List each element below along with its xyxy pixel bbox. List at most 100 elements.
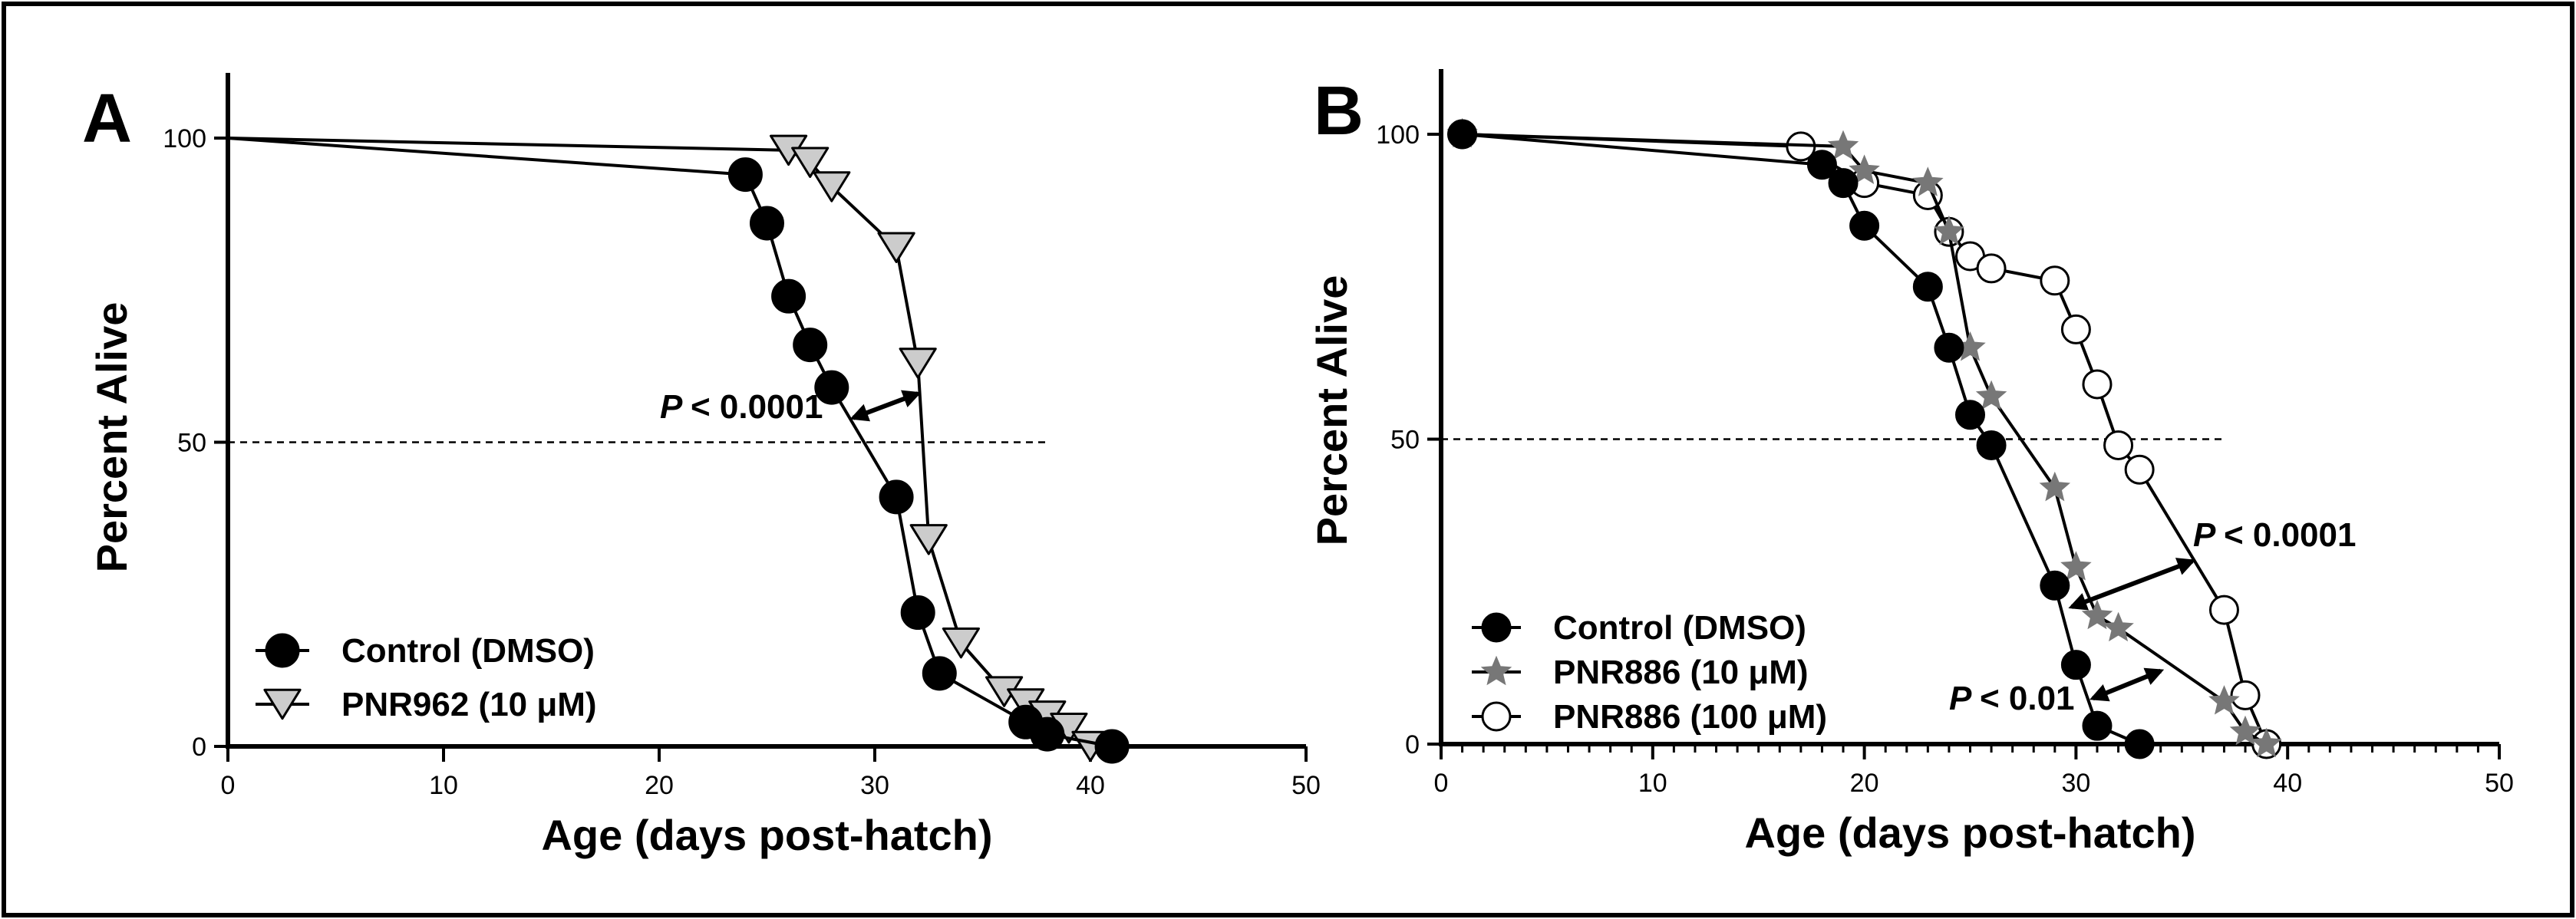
y-tick-label: 100 bbox=[1376, 120, 1420, 150]
legend-label: PNR962 (10 μM) bbox=[341, 686, 597, 723]
data-point bbox=[791, 147, 830, 178]
p-value-text: < 0.0001 bbox=[2224, 516, 2357, 554]
data-point bbox=[2124, 729, 2155, 759]
data-point bbox=[793, 328, 828, 363]
p-value-text: < 0.01 bbox=[1980, 680, 2075, 717]
data-point bbox=[1934, 332, 1964, 363]
p-value-annotation: P < 0.0001 bbox=[2193, 516, 2356, 554]
data-point bbox=[899, 348, 937, 379]
data-point bbox=[2229, 715, 2261, 746]
data-point bbox=[1447, 119, 1478, 150]
data-point bbox=[1912, 166, 1944, 196]
panel-label: A bbox=[82, 81, 132, 157]
double-arrow bbox=[2068, 558, 2196, 611]
data-point bbox=[814, 370, 849, 405]
legend-label: Control (DMSO) bbox=[1553, 609, 1806, 647]
y-axis-title: Percent Alive bbox=[1308, 275, 1356, 546]
data-point bbox=[1849, 210, 1880, 241]
x-tick-label: 20 bbox=[1850, 769, 1879, 798]
data-point bbox=[2082, 369, 2113, 400]
data-point bbox=[1030, 716, 1065, 752]
x-axis-title: Age (days post-hatch) bbox=[541, 811, 992, 859]
x-tick-label: 50 bbox=[1291, 771, 1321, 800]
x-tick-label: 10 bbox=[429, 771, 458, 800]
data-point bbox=[1976, 430, 2007, 460]
p-value-annotation: P < 0.0001 bbox=[660, 388, 823, 426]
data-point bbox=[1933, 215, 1965, 245]
data-point bbox=[900, 595, 935, 631]
p-value-text: < 0.0001 bbox=[691, 388, 823, 426]
legend-label: Control (DMSO) bbox=[341, 632, 595, 670]
data-point bbox=[2039, 471, 2071, 502]
series-1 bbox=[1446, 117, 2282, 758]
data-point bbox=[1955, 400, 1985, 430]
data-point bbox=[877, 232, 915, 263]
data-point bbox=[727, 157, 763, 193]
data-point bbox=[2060, 314, 2091, 344]
x-tick-label: 40 bbox=[2273, 769, 2302, 798]
data-point bbox=[2103, 611, 2134, 642]
panel-a: A 0 10 20 30 40 50 0 50 100 Age (days post-hatch) P… bbox=[82, 73, 1321, 859]
data-point bbox=[2040, 570, 2070, 601]
legend-marker bbox=[1480, 655, 1512, 686]
data-point bbox=[2081, 599, 2113, 630]
data-point bbox=[1849, 154, 1880, 184]
data-point bbox=[771, 278, 806, 314]
data-point bbox=[1827, 130, 1859, 160]
data-point bbox=[2251, 727, 2282, 758]
p-symbol: P bbox=[2193, 516, 2224, 554]
data-point bbox=[2208, 595, 2239, 625]
data-point bbox=[909, 524, 948, 555]
legend-label: PNR886 (100 μM) bbox=[1553, 698, 1827, 736]
y-tick-label: 50 bbox=[1390, 426, 1420, 455]
x-axis-title: Age (days post-hatch) bbox=[1744, 809, 2195, 857]
x-tick-label: 20 bbox=[645, 771, 674, 800]
x-tick-label: 10 bbox=[1638, 769, 1667, 798]
legend-marker bbox=[263, 688, 302, 720]
p-symbol: P bbox=[660, 388, 691, 426]
panel-label: B bbox=[1314, 73, 1364, 150]
x-tick-label: 50 bbox=[2485, 769, 2514, 798]
legend: Control (DMSO) PNR886 (10 μM) PNR886 (100 … bbox=[1472, 609, 1827, 736]
y-tick-label: 0 bbox=[192, 733, 206, 762]
series-0 bbox=[227, 137, 1130, 764]
data-point bbox=[2103, 430, 2134, 460]
double-arrow bbox=[2089, 667, 2165, 702]
x-tick-label: 0 bbox=[221, 771, 236, 800]
legend: Control (DMSO) PNR962 (10 μM) bbox=[256, 632, 597, 723]
legend-marker bbox=[265, 633, 300, 668]
p-value-annotation: P < 0.01 bbox=[1949, 680, 2075, 717]
data-point bbox=[2082, 710, 2113, 741]
x-tick-label: 40 bbox=[1076, 771, 1105, 800]
y-tick-label: 100 bbox=[163, 124, 206, 153]
p-symbol: P bbox=[1949, 680, 1980, 717]
data-point bbox=[922, 656, 957, 691]
data-point bbox=[2208, 685, 2240, 715]
double-arrow bbox=[849, 390, 922, 422]
data-point bbox=[1912, 272, 1943, 302]
legend-marker bbox=[1481, 701, 1512, 732]
x-tick-label: 0 bbox=[1434, 769, 1449, 798]
data-point bbox=[1828, 168, 1859, 199]
data-point bbox=[879, 479, 914, 515]
legend-marker bbox=[1481, 612, 1512, 643]
data-point bbox=[2040, 265, 2070, 296]
y-tick-label: 0 bbox=[1405, 730, 1420, 759]
data-point bbox=[1975, 380, 2007, 410]
data-point bbox=[2060, 650, 2091, 680]
y-tick-label: 50 bbox=[177, 429, 206, 458]
data-point bbox=[2124, 454, 2155, 485]
data-point bbox=[942, 627, 980, 659]
data-point bbox=[1976, 253, 2007, 284]
data-point bbox=[813, 171, 851, 203]
legend-label: PNR886 (10 μM) bbox=[1553, 654, 1809, 691]
x-tick-label: 30 bbox=[2061, 769, 2090, 798]
y-axis-title: Percent Alive bbox=[87, 302, 136, 573]
panel-b: B 0 10 20 30 40 50 0 50 100 Age (days post-hatch) P… bbox=[1308, 69, 2514, 857]
series-0 bbox=[1447, 119, 2155, 759]
data-point bbox=[1094, 729, 1130, 764]
series-line bbox=[1462, 133, 2268, 746]
data-point bbox=[1806, 150, 1837, 180]
x-tick-label: 30 bbox=[860, 771, 889, 800]
